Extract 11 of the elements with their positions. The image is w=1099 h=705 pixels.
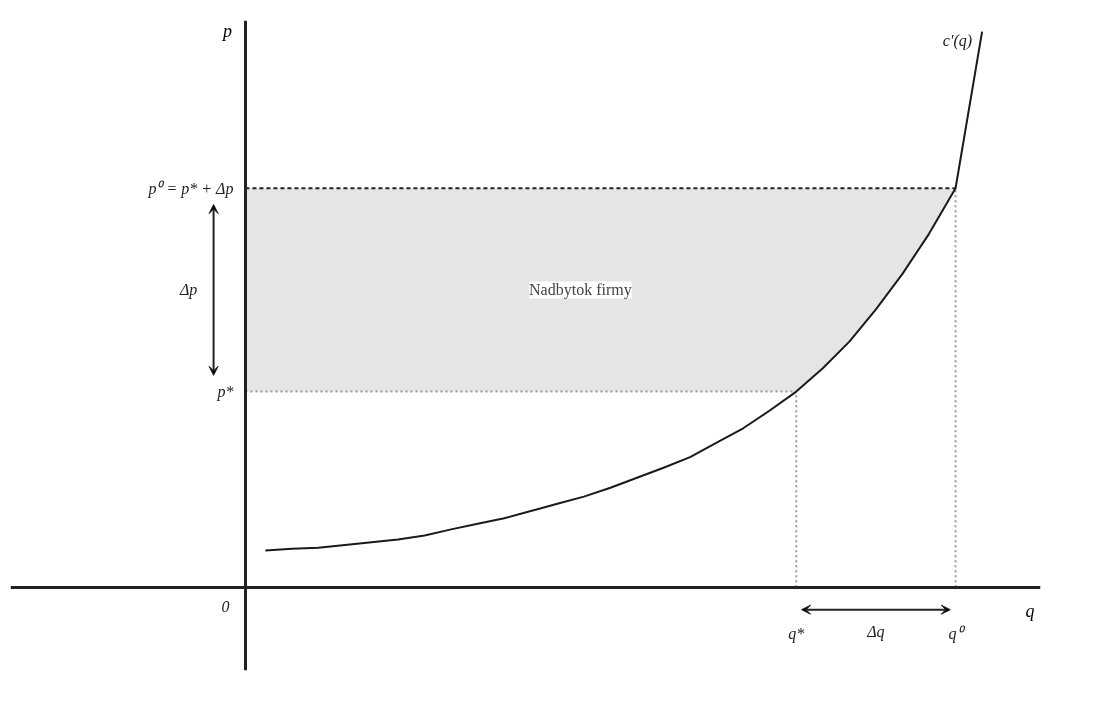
y-axis-title: p (220, 20, 232, 41)
text: 0 (221, 598, 230, 616)
x-axis-title: q (1025, 601, 1035, 622)
ref-line-label: p⁰ = p* + Δp (147, 179, 234, 198)
x-tick-label: q* (788, 625, 805, 644)
text: Δq (866, 623, 885, 642)
ref-line-label: p* (216, 383, 234, 402)
band-label: Nadbytok firmy (529, 281, 632, 300)
text: Δp (178, 281, 198, 300)
x-tick-label: q⁰ (948, 625, 966, 644)
series-label: c′(q) (942, 31, 973, 50)
